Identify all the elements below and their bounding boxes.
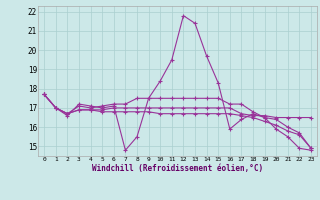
X-axis label: Windchill (Refroidissement éolien,°C): Windchill (Refroidissement éolien,°C) <box>92 164 263 173</box>
